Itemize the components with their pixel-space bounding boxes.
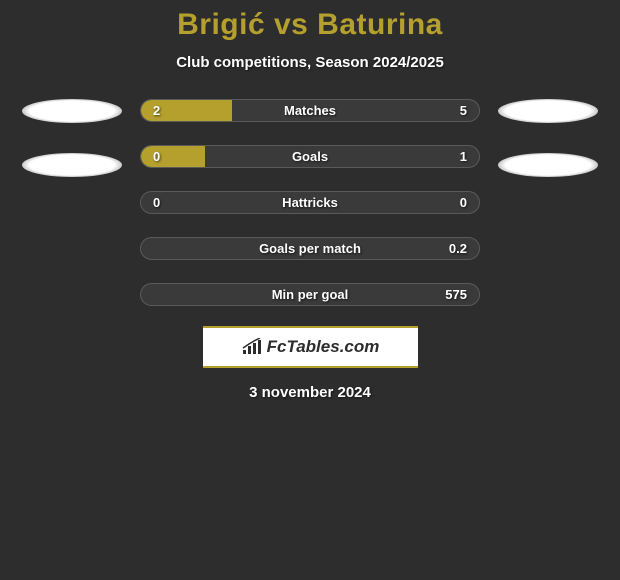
stats-area: 2 Matches 5 0 Goals 1 0 Hattricks 0 Goal… — [0, 99, 620, 306]
stat-value-left: 0 — [153, 149, 160, 164]
page-title: Brigić vs Baturina — [0, 8, 620, 42]
stat-bar-goals: 0 Goals 1 — [140, 145, 480, 168]
date-text: 3 november 2024 — [0, 384, 620, 401]
subtitle: Club competitions, Season 2024/2025 — [0, 54, 620, 71]
stat-label: Hattricks — [282, 195, 338, 210]
player-right-image — [498, 99, 598, 123]
player-left-image — [22, 99, 122, 123]
logo-box: FcTables.com — [203, 326, 418, 368]
bar-fill-left — [141, 146, 205, 167]
player-right-column — [498, 99, 598, 177]
chart-icon — [241, 338, 263, 356]
stat-value-right: 0 — [460, 195, 467, 210]
club-left-image — [22, 153, 122, 177]
stat-value-left: 0 — [153, 195, 160, 210]
logo: FcTables.com — [241, 337, 380, 357]
stat-bar-hattricks: 0 Hattricks 0 — [140, 191, 480, 214]
stat-value-right: 5 — [460, 103, 467, 118]
logo-text: FcTables.com — [267, 337, 380, 357]
stat-label: Goals per match — [259, 241, 361, 256]
club-right-image — [498, 153, 598, 177]
stat-value-left: 2 — [153, 103, 160, 118]
stat-value-right: 575 — [445, 287, 467, 302]
stat-label: Goals — [292, 149, 328, 164]
stat-label: Min per goal — [272, 287, 349, 302]
stat-value-right: 1 — [460, 149, 467, 164]
stat-bar-min-per-goal: Min per goal 575 — [140, 283, 480, 306]
bars-column: 2 Matches 5 0 Goals 1 0 Hattricks 0 Goal… — [140, 99, 480, 306]
stat-bar-matches: 2 Matches 5 — [140, 99, 480, 122]
stat-label: Matches — [284, 103, 336, 118]
stat-value-right: 0.2 — [449, 241, 467, 256]
player-left-column — [22, 99, 122, 177]
comparison-widget: Brigić vs Baturina Club competitions, Se… — [0, 0, 620, 401]
stat-bar-goals-per-match: Goals per match 0.2 — [140, 237, 480, 260]
